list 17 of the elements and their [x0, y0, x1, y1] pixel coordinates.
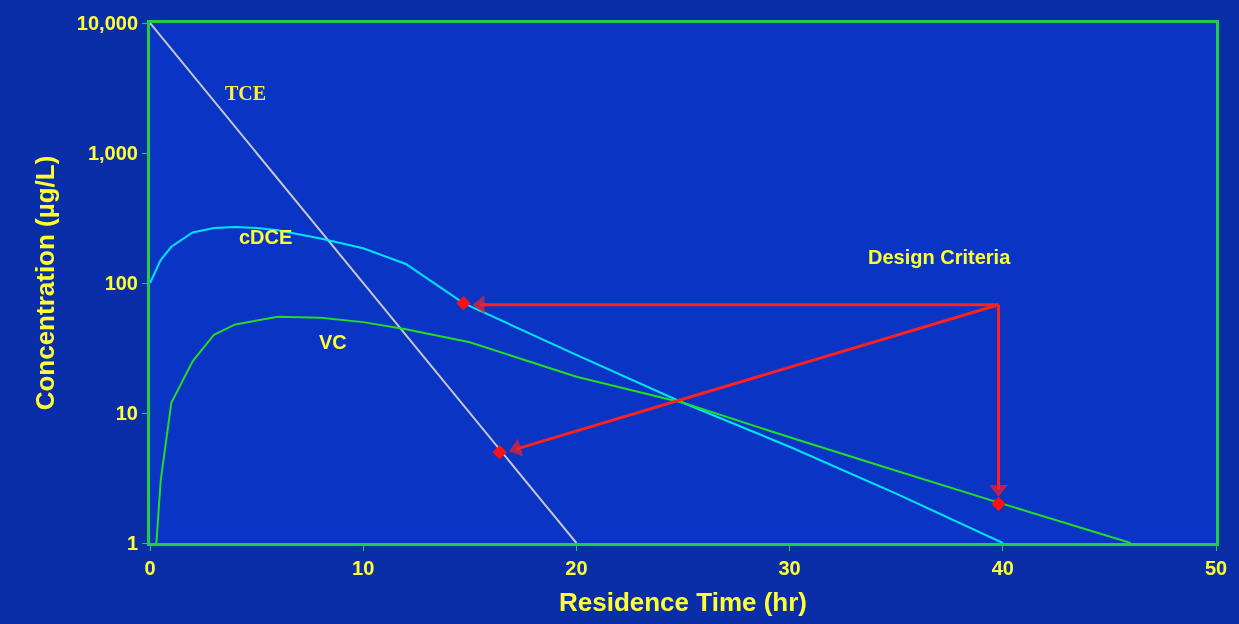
x-tick-label: 10	[352, 557, 375, 579]
y-axis-title: Concentration (µg/L)	[30, 155, 61, 411]
x-tick-label: 0	[144, 557, 156, 579]
y-tick-label: 100	[104, 272, 138, 294]
x-tick-label: 40	[991, 557, 1014, 579]
y-tick-label: 1,000	[87, 142, 138, 164]
x-tick-label: 50	[1204, 557, 1228, 579]
y-tick-label: 1	[126, 532, 138, 554]
series-label: TCE	[225, 82, 267, 104]
x-tick-label: 20	[565, 557, 588, 579]
y-tick-label: 10,000	[76, 12, 138, 34]
series-label: cDCE	[239, 226, 293, 248]
series-label: VC	[319, 331, 347, 353]
annotation: Design Criteria	[868, 246, 1012, 268]
y-tick-label: 10	[115, 402, 138, 424]
x-tick-label: 30	[778, 557, 801, 579]
x-axis-title: Residence Time (hr)	[558, 586, 808, 617]
